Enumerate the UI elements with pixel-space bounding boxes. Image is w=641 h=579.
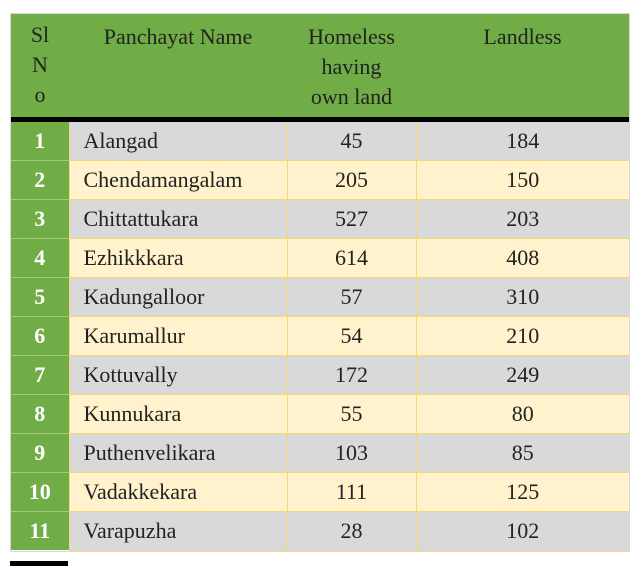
sl-number-cell: 4 xyxy=(11,237,69,277)
panchayat-name-cell: Kunnukara xyxy=(68,394,287,434)
header-homeless: Homeless having own land xyxy=(287,14,416,119)
header-row: Sl N o Panchayat Name Homeless having ow… xyxy=(11,14,629,119)
landless-cell: 102 xyxy=(415,511,629,551)
landless-cell: 184 xyxy=(415,119,629,161)
header-homeless-line: own land xyxy=(310,84,393,109)
panchayat-name-cell: Alangad xyxy=(68,119,287,161)
homeless-cell: 103 xyxy=(286,433,416,473)
homeless-cell: 527 xyxy=(286,199,416,239)
panchayat-name-cell: Karumallur xyxy=(68,316,287,356)
panchayat-name-cell: Ezhikkkara xyxy=(68,238,287,278)
table-row: 11 Varapuzha 28 102 xyxy=(11,510,629,551)
sl-number-cell: 11 xyxy=(11,510,69,550)
sl-number-cell: 3 xyxy=(11,198,69,238)
panchayat-name-cell: Kadungalloor xyxy=(68,277,287,317)
header-sl-no-line: Sl xyxy=(30,22,50,47)
table-row: 3 Chittattukara 527 203 xyxy=(11,198,629,239)
panchayat-name-cell: Puthenvelikara xyxy=(68,433,287,473)
landless-cell: 408 xyxy=(415,238,629,278)
landless-cell: 85 xyxy=(415,433,629,473)
table-row: 9 Puthenvelikara 103 85 xyxy=(11,432,629,473)
panchayat-name-cell: Vadakkekara xyxy=(68,472,287,512)
sl-number-cell: 9 xyxy=(11,432,69,472)
table-row: 7 Kottuvally 172 249 xyxy=(11,354,629,395)
sl-number-cell: 2 xyxy=(11,159,69,199)
landless-cell: 310 xyxy=(415,277,629,317)
landless-cell: 210 xyxy=(415,316,629,356)
homeless-cell: 28 xyxy=(286,511,416,551)
table-row: 8 Kunnukara 55 80 xyxy=(11,393,629,434)
panchayat-name-cell: Kottuvally xyxy=(68,355,287,395)
panchayat-name-cell: Varapuzha xyxy=(68,511,287,551)
table-row: 10 Vadakkekara 111 125 xyxy=(11,471,629,512)
table-row: 6 Karumallur 54 210 xyxy=(11,315,629,356)
table-row: 5 Kadungalloor 57 310 xyxy=(11,276,629,317)
header-sl-no: Sl N o xyxy=(11,14,69,119)
table-row: 4 Ezhikkkara 614 408 xyxy=(11,237,629,278)
landless-cell: 203 xyxy=(415,199,629,239)
homeless-cell: 614 xyxy=(286,238,416,278)
panchayat-name-cell: Chittattukara xyxy=(68,199,287,239)
sl-number-cell: 7 xyxy=(11,354,69,394)
homeless-cell: 54 xyxy=(286,316,416,356)
homeless-cell: 45 xyxy=(286,119,416,161)
sl-number-cell: 6 xyxy=(11,315,69,355)
panchayat-name-cell: Chendamangalam xyxy=(68,160,287,200)
landless-cell: 80 xyxy=(415,394,629,434)
header-homeless-line: having xyxy=(321,54,382,79)
table-row: 2 Chendamangalam 205 150 xyxy=(11,159,629,200)
table-row: 1 Alangad 45 184 xyxy=(11,118,629,161)
sl-number-cell: 10 xyxy=(11,471,69,511)
homeless-cell: 205 xyxy=(286,160,416,200)
landless-cell: 125 xyxy=(415,472,629,512)
homeless-cell: 111 xyxy=(286,472,416,512)
header-panchayat-name: Panchayat Name xyxy=(69,14,287,119)
bottom-border-accent xyxy=(10,561,68,566)
header-sl-no-line: o xyxy=(34,82,46,107)
sl-number-cell: 1 xyxy=(11,118,69,160)
panchayat-table-frame: Sl N o Panchayat Name Homeless having ow… xyxy=(10,13,630,552)
panchayat-table: Sl N o Panchayat Name Homeless having ow… xyxy=(11,14,629,551)
homeless-cell: 57 xyxy=(286,277,416,317)
homeless-cell: 55 xyxy=(286,394,416,434)
header-homeless-line: Homeless xyxy=(308,24,395,49)
landless-cell: 249 xyxy=(415,355,629,395)
table-body: 1 Alangad 45 184 2 Chendamangalam 205 150 3 Chitt… xyxy=(11,118,629,551)
homeless-cell: 172 xyxy=(286,355,416,395)
landless-cell: 150 xyxy=(415,160,629,200)
header-landless: Landless xyxy=(416,14,629,119)
sl-number-cell: 8 xyxy=(11,393,69,433)
header-sl-no-line: N xyxy=(32,52,48,77)
sl-number-cell: 5 xyxy=(11,276,69,316)
